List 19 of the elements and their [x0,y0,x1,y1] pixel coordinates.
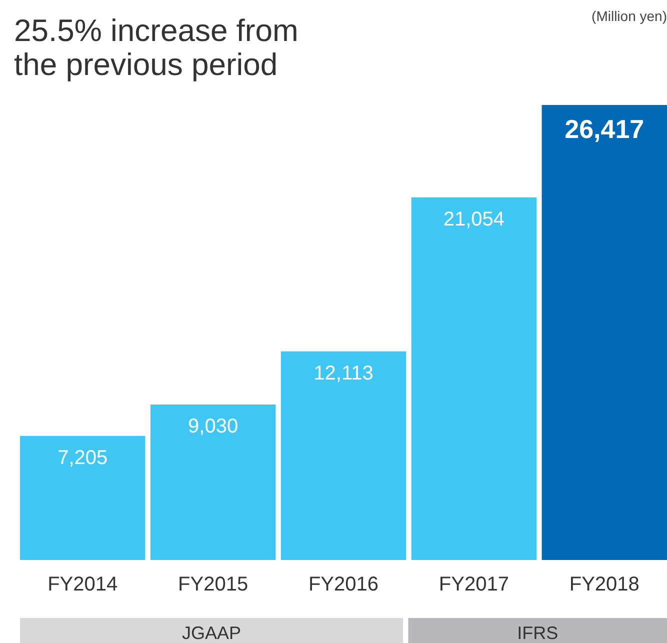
text: JGAAP [182,623,242,643]
x-tick-label: FY2015 [178,574,248,596]
bar [280,351,406,560]
text: IFRS [517,623,558,643]
bar [411,197,537,560]
bar [20,436,146,560]
data-label: 21,054 [443,208,505,230]
x-tick-label: FY2018 [569,574,640,596]
text: (Million yen) [592,8,667,24]
x-tick-label: FY2014 [48,574,118,596]
chart-title: 25.5% increase from the previous period [14,13,298,82]
data-label: 26,417 [564,114,644,144]
bar [150,404,276,560]
data-label: 9,030 [188,415,238,438]
data-label: 7,205 [58,446,108,469]
data-label: 12,113 [314,362,374,384]
bar [542,105,667,560]
x-tick-label: FY2016 [308,574,379,596]
x-tick-label: FY2017 [438,574,509,596]
